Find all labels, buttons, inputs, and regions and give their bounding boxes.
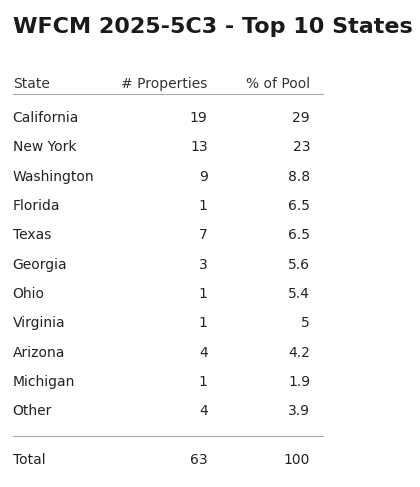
Text: 8.8: 8.8 [288,170,310,184]
Text: 23: 23 [293,140,310,154]
Text: California: California [13,111,79,125]
Text: Other: Other [13,404,52,418]
Text: 3: 3 [199,258,207,272]
Text: 29: 29 [292,111,310,125]
Text: Texas: Texas [13,228,51,243]
Text: State: State [13,77,50,92]
Text: 3.9: 3.9 [288,404,310,418]
Text: 13: 13 [190,140,207,154]
Text: 1: 1 [199,199,207,213]
Text: 4: 4 [199,346,207,360]
Text: 5.4: 5.4 [288,287,310,301]
Text: 1: 1 [199,317,207,330]
Text: Washington: Washington [13,170,94,184]
Text: New York: New York [13,140,76,154]
Text: 6.5: 6.5 [288,228,310,243]
Text: 4.2: 4.2 [288,346,310,360]
Text: Arizona: Arizona [13,346,65,360]
Text: Georgia: Georgia [13,258,67,272]
Text: 100: 100 [284,453,310,467]
Text: 1.9: 1.9 [288,375,310,389]
Text: Florida: Florida [13,199,60,213]
Text: # Properties: # Properties [121,77,207,92]
Text: 19: 19 [190,111,207,125]
Text: % of Pool: % of Pool [246,77,310,92]
Text: 9: 9 [199,170,207,184]
Text: Total: Total [13,453,45,467]
Text: 4: 4 [199,404,207,418]
Text: 1: 1 [199,287,207,301]
Text: 1: 1 [199,375,207,389]
Text: 63: 63 [190,453,207,467]
Text: 5.6: 5.6 [288,258,310,272]
Text: Michigan: Michigan [13,375,75,389]
Text: 7: 7 [199,228,207,243]
Text: Ohio: Ohio [13,287,45,301]
Text: 6.5: 6.5 [288,199,310,213]
Text: WFCM 2025-5C3 - Top 10 States: WFCM 2025-5C3 - Top 10 States [13,17,412,37]
Text: 5: 5 [301,317,310,330]
Text: Virginia: Virginia [13,317,66,330]
